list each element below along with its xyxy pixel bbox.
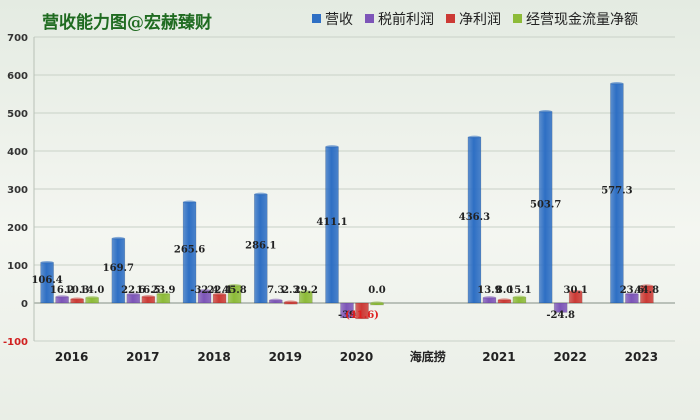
data-label: 15.1: [507, 285, 531, 296]
data-label: 265.6: [174, 245, 205, 256]
legend-label: 净利润: [459, 12, 501, 28]
data-label: 10.3: [65, 285, 89, 296]
data-label: 23.6: [620, 285, 644, 296]
chart-title: 营收能力图@宏赫臻财: [42, 12, 212, 33]
bar-cap: [85, 296, 99, 300]
data-label: 30.1: [563, 285, 587, 296]
data-label: 411.1: [316, 217, 347, 228]
bar-cap: [482, 296, 496, 300]
data-label: 22.6: [121, 285, 145, 296]
bar-cap: [467, 135, 481, 139]
bar-cap: [640, 284, 654, 288]
data-label: 0.0: [368, 285, 385, 296]
y-tick-label: 600: [7, 71, 28, 82]
bar-cap: [370, 301, 384, 305]
data-label: 106.4: [31, 275, 62, 286]
data-label: 7.3: [267, 285, 284, 296]
data-label: 16.5: [136, 285, 160, 296]
x-tick-label: 2016: [55, 350, 88, 364]
bar-cap: [213, 292, 227, 297]
bar-cap: [228, 283, 242, 288]
data-label: 44.8: [635, 285, 659, 296]
x-tick-label: 2023: [625, 350, 658, 364]
bar-cap: [569, 289, 583, 294]
bar-cap: [198, 289, 212, 293]
bar-cap: [625, 292, 639, 296]
legend-label: 经营现金流量净额: [526, 12, 638, 28]
data-label: 436.3: [459, 212, 490, 223]
bar-cap: [284, 300, 298, 304]
bar-cap: [269, 298, 283, 302]
x-tick-label: 2021: [482, 350, 515, 364]
bar-cap: [70, 297, 84, 301]
data-label: 2.3: [282, 285, 299, 296]
data-label: 29.2: [294, 285, 318, 296]
bars: [40, 82, 654, 320]
data-label: -39: [338, 310, 356, 321]
bar-cap: [610, 82, 624, 86]
bar-cap: [126, 292, 140, 297]
bar-cap: [497, 298, 511, 302]
legend-label: 营收: [325, 12, 353, 28]
y-tick-label: 200: [7, 223, 28, 234]
bar: [340, 302, 354, 319]
legend-swatch: [513, 14, 522, 23]
data-labels: 106.416.210.314.0 169.7 22.616.523.9 265.6 -…: [31, 185, 659, 321]
y-tick-label: 500: [7, 109, 28, 120]
data-label: 286.1: [245, 241, 276, 252]
y-tick-label: -100: [3, 337, 28, 348]
bar-cap: [156, 292, 170, 296]
data-label: 503.7: [530, 199, 561, 210]
x-tick-labels: 2016 2017 2018 2019 2020 海底捞 2021 2022 2023: [55, 349, 658, 364]
data-label: 13.9: [477, 285, 501, 296]
data-label: 23.9: [151, 285, 175, 296]
bar-cap: [183, 200, 197, 204]
bar-cap: [539, 109, 553, 114]
legend: 营收 税前利润 净利润 经营现金流量净额: [312, 11, 638, 28]
data-label: 16.2: [50, 285, 74, 296]
data-label: -32.4: [190, 285, 219, 296]
x-tick-label: 海底捞: [410, 349, 446, 364]
data-label: -24.8: [546, 310, 575, 321]
x-tick-label: 2022: [553, 350, 586, 364]
legend-swatch: [446, 14, 455, 23]
legend-swatch: [312, 14, 321, 23]
bar-cap: [299, 290, 313, 294]
data-label: 22.4: [207, 285, 231, 296]
bar: [553, 302, 568, 313]
y-tick-label: 700: [7, 33, 28, 44]
y-tick-label: 100: [7, 261, 28, 272]
bar-cap: [512, 295, 526, 299]
bar-cap: [325, 145, 339, 149]
bar: [355, 302, 369, 320]
data-label: 577.3: [601, 185, 632, 196]
legend-swatch: [365, 14, 374, 23]
data-label: 169.7: [103, 263, 134, 274]
y-tick-labels: 700 600 500 400 300 200 100 0 -100: [3, 33, 28, 348]
grid-lines: [33, 36, 675, 342]
y-tick-label: 300: [7, 185, 28, 196]
bar-cap: [40, 260, 54, 265]
bar-cap: [254, 192, 268, 196]
y-tick-label: 400: [7, 147, 28, 158]
bar-cap: [111, 236, 125, 241]
y-tick-label: 0: [21, 299, 28, 310]
data-label: 8.0: [496, 285, 513, 296]
x-tick-label: 2019: [269, 350, 302, 364]
bar-cap: [141, 295, 155, 299]
x-tick-label: 2020: [340, 350, 373, 364]
data-label: 14.0: [80, 285, 104, 296]
legend-label: 税前利润: [378, 11, 434, 28]
x-tick-label: 2018: [197, 350, 230, 364]
data-label: (41.6): [345, 310, 379, 321]
bar-cap: [55, 295, 69, 299]
data-label: 45.8: [222, 285, 246, 296]
x-tick-label: 2017: [126, 350, 159, 364]
